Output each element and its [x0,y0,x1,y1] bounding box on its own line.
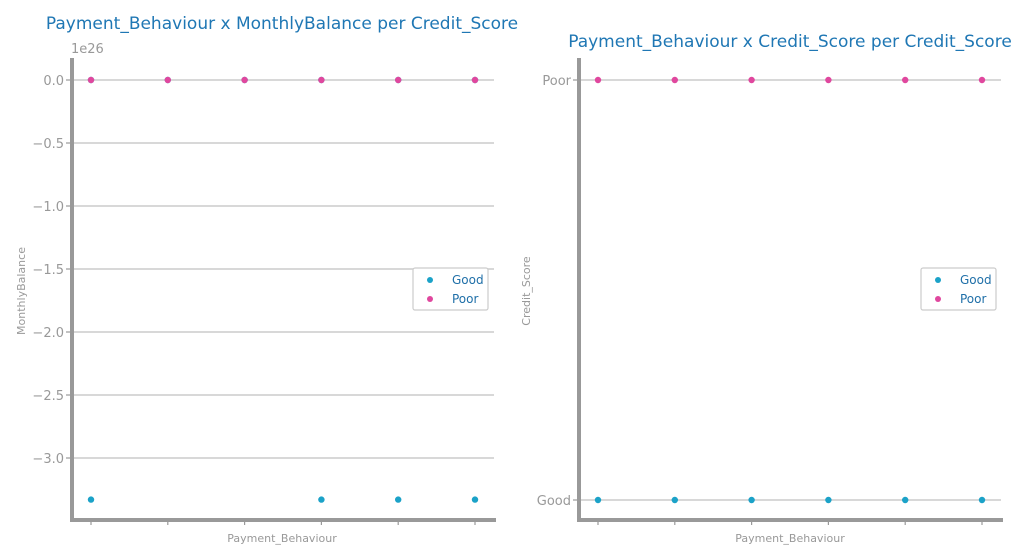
chart1-point-good [318,496,325,503]
chart2-point-good [825,496,832,504]
chart1-point-poor [471,76,479,84]
chart2-point-poor [978,76,986,84]
chart1-point-good [87,496,95,503]
chart2-point-poor [594,76,602,84]
chart1-title: Payment_Behaviour x MonthlyBalance per C… [46,14,518,34]
chart2-point-good [978,496,986,504]
chart2-x-axis-label: Payment_Behaviour [735,532,845,545]
chart1-y-tick-label: −0.5 [32,137,64,152]
chart2-legend-label-good: Good [960,273,992,287]
chart1-legend-label-good: Good [452,273,484,287]
chart1-y-tick-label: −3.0 [32,452,64,467]
chart2-point-good [748,496,755,504]
chart1-point-good [395,496,402,503]
chart2-y-tick-label: Poor [542,74,571,89]
chart2-gridlines [579,79,1001,501]
chart1-gridlines [72,79,494,459]
chart1-point-poor [164,76,171,84]
chart2-points [594,76,986,504]
chart2-title: Payment_Behaviour x Credit_Score per Cre… [568,32,1012,52]
chart1-y-ticks: 0.0 −0.5 −1.0 −1.5 −2.0 −2.5 −3.0 [32,74,72,467]
chart-credit-score: Payment_Behaviour x Credit_Score per Cre… [520,32,1012,545]
chart1-point-poor [87,76,95,84]
chart2-point-poor [902,76,909,84]
chart2-legend-marker-poor [935,296,941,302]
chart1-point-good [471,496,479,503]
chart-monthly-balance: Payment_Behaviour x MonthlyBalance per C… [15,14,518,545]
chart1-y-axis-label: MonthlyBalance [15,247,28,335]
chart1-y-tick-label: 0.0 [43,74,64,89]
chart2-point-good [594,496,602,504]
chart2-point-good [671,496,678,504]
chart2-y-ticks: Good Poor [537,74,579,509]
chart2-point-poor [748,76,755,84]
chart1-legend: Good Poor [412,267,489,311]
chart2-legend: Good Poor [920,267,997,311]
chart1-legend-marker-good [427,277,433,283]
chart2-y-tick-label: Good [537,494,571,509]
chart2-point-poor [825,76,832,84]
chart1-y-tick-label: −2.5 [32,389,64,404]
chart2-legend-label-poor: Poor [960,292,986,306]
chart2-point-good [902,496,909,504]
chart1-point-poor [241,76,248,84]
chart2-y-axis-label: Credit_Score [520,256,533,326]
chart1-y-offset-label: 1e26 [71,42,104,57]
chart1-y-tick-label: −1.0 [32,200,64,215]
chart2-legend-marker-good [935,277,941,283]
chart2-point-poor [671,76,678,84]
chart1-legend-marker-poor [427,296,433,302]
chart1-y-tick-label: −2.0 [32,326,64,341]
chart1-y-tick-label: −1.5 [32,263,64,278]
chart1-x-axis-label: Payment_Behaviour [227,532,337,545]
chart1-points [87,76,479,503]
chart1-legend-label-poor: Poor [452,292,478,306]
chart1-point-poor [395,76,402,84]
chart1-point-poor [318,76,325,84]
